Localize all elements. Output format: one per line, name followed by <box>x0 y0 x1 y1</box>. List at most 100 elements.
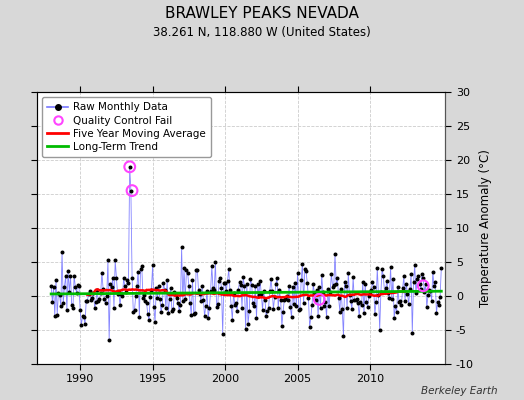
Point <box>178 244 186 250</box>
Point <box>95 296 104 302</box>
Point <box>130 306 139 313</box>
Point <box>193 266 202 273</box>
Point <box>228 317 236 323</box>
Point <box>330 282 338 289</box>
Point <box>239 274 247 280</box>
Point <box>431 278 440 285</box>
Point <box>182 267 191 274</box>
Point <box>253 314 261 321</box>
Point <box>108 274 117 281</box>
Point <box>402 280 410 287</box>
Point <box>286 304 294 310</box>
Point <box>163 276 171 283</box>
Point <box>365 293 373 300</box>
Point <box>232 300 240 306</box>
Point <box>354 300 362 306</box>
Point <box>405 300 413 307</box>
Point <box>204 315 212 321</box>
Point <box>170 289 179 296</box>
Point <box>429 269 437 275</box>
Point <box>112 274 121 281</box>
Point <box>75 282 83 289</box>
Point <box>254 281 262 288</box>
Point <box>305 324 314 330</box>
Point <box>150 303 158 310</box>
Point <box>243 280 251 287</box>
Point <box>352 297 360 304</box>
Point <box>68 302 76 308</box>
Point <box>329 283 337 290</box>
Point <box>350 297 358 304</box>
Point <box>188 277 196 283</box>
Point <box>121 283 129 290</box>
Point <box>263 308 271 314</box>
Point <box>176 302 184 308</box>
Point <box>65 289 73 296</box>
Point <box>217 284 226 291</box>
Point <box>390 315 398 321</box>
Point <box>226 287 234 293</box>
Point <box>135 314 144 320</box>
Point <box>386 264 395 270</box>
Point <box>202 302 210 309</box>
Point <box>391 303 400 310</box>
Point <box>84 291 93 298</box>
Point <box>294 307 303 313</box>
Point <box>437 265 445 272</box>
Point <box>200 313 209 320</box>
Point <box>184 283 193 289</box>
Point <box>433 299 442 305</box>
Point <box>303 279 311 286</box>
Point <box>203 288 211 294</box>
Point <box>227 302 235 309</box>
Point <box>240 283 248 289</box>
Point <box>406 286 414 293</box>
Point <box>341 278 349 285</box>
Point <box>408 329 417 336</box>
Point <box>348 306 356 312</box>
Point <box>293 270 302 276</box>
Point <box>133 283 141 289</box>
Point <box>423 304 431 310</box>
Point <box>235 278 244 285</box>
Point <box>345 292 354 298</box>
Point <box>374 292 383 299</box>
Point <box>99 286 107 292</box>
Point <box>89 289 97 296</box>
Point <box>212 304 221 311</box>
Point <box>396 298 405 304</box>
Point <box>309 281 318 287</box>
Point <box>395 299 403 305</box>
Point <box>107 284 116 290</box>
Point <box>76 307 84 313</box>
Point <box>122 289 130 295</box>
Point <box>132 293 140 299</box>
Point <box>273 274 281 281</box>
Point <box>105 336 113 343</box>
Point <box>158 302 167 308</box>
Point <box>58 248 66 255</box>
Point <box>180 265 188 272</box>
Point <box>141 298 149 304</box>
Point <box>326 289 334 296</box>
Point <box>124 279 133 286</box>
Point <box>267 276 275 282</box>
Point <box>117 290 125 297</box>
Point <box>69 305 77 311</box>
Point <box>144 311 152 318</box>
Point <box>277 297 285 304</box>
Point <box>97 270 106 276</box>
Point <box>113 291 122 298</box>
Point <box>127 187 135 194</box>
Point <box>211 259 220 265</box>
Point <box>384 290 392 296</box>
Point <box>419 282 428 289</box>
Point <box>338 306 346 312</box>
Point <box>49 284 58 290</box>
Point <box>246 276 255 282</box>
Point <box>153 295 161 301</box>
Point <box>369 284 378 291</box>
Point <box>148 262 157 268</box>
Point <box>327 270 335 277</box>
Text: Berkeley Earth: Berkeley Earth <box>421 386 498 396</box>
